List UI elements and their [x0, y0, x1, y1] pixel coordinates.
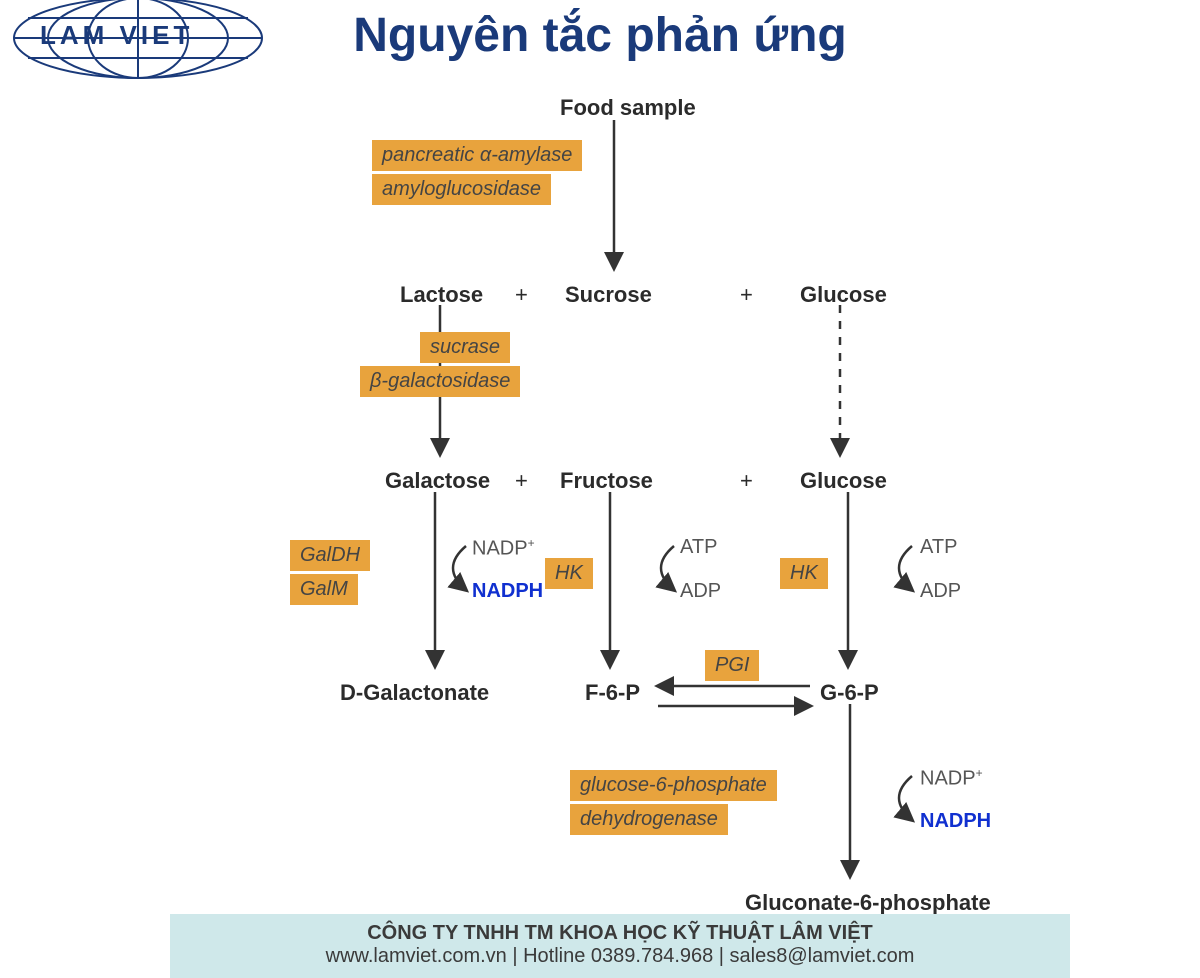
node-gluconate: Gluconate-6-phosphate: [745, 890, 991, 916]
enzyme-amylase1: pancreatic α-amylase: [372, 140, 582, 171]
node-glucose1: Glucose: [800, 282, 887, 308]
enzyme-amylase2: amyloglucosidase: [372, 174, 551, 205]
cofactor-adp2: ADP: [920, 580, 961, 603]
cofactor-nadp2: NADP+: [920, 766, 983, 791]
enzyme-bgal: β-galactosidase: [360, 366, 520, 397]
arrow-c2: [661, 546, 674, 590]
node-g6p: G-6-P: [820, 680, 879, 706]
arrow-c3: [899, 546, 912, 590]
cofactor-adp1: ADP: [680, 580, 721, 603]
enzyme-g6pdh2: dehydrogenase: [570, 804, 728, 835]
arrow-c1: [453, 546, 466, 590]
node-dgalactonate: D-Galactonate: [340, 680, 489, 706]
node-lactose: Lactose: [400, 282, 483, 308]
cofactor-nadph1: NADPH: [472, 580, 543, 603]
node-food: Food sample: [560, 95, 696, 121]
enzyme-hk2: HK: [780, 558, 828, 589]
node-sucrose: Sucrose: [565, 282, 652, 308]
node-fructose: Fructose: [560, 468, 653, 494]
node-galactose: Galactose: [385, 468, 490, 494]
enzyme-sucrase: sucrase: [420, 332, 510, 363]
enzyme-galm: GalM: [290, 574, 358, 605]
cofactor-nadph2: NADPH: [920, 810, 991, 833]
plus-0: +: [515, 282, 528, 308]
enzyme-pgi: PGI: [705, 650, 759, 681]
plus-3: +: [740, 468, 753, 494]
page-title: Nguyên tắc phản ứng: [0, 8, 1200, 63]
cofactor-atp1: ATP: [680, 536, 717, 559]
cofactor-atp2: ATP: [920, 536, 957, 559]
arrow-c4: [899, 776, 912, 820]
plus-1: +: [740, 282, 753, 308]
page: LAM VIET Nguyên tắc phản ứng Food sample…: [0, 0, 1200, 978]
plus-2: +: [515, 468, 528, 494]
footer: CÔNG TY TNHH TM KHOA HỌC KỸ THUẬT LÂM VI…: [170, 914, 1070, 978]
footer-company: CÔNG TY TNHH TM KHOA HỌC KỸ THUẬT LÂM VI…: [170, 922, 1070, 945]
enzyme-galdh: GalDH: [290, 540, 370, 571]
cofactor-nadp1: NADP+: [472, 536, 535, 561]
enzyme-hk1: HK: [545, 558, 593, 589]
node-f6p: F-6-P: [585, 680, 640, 706]
enzyme-g6pdh1: glucose-6-phosphate: [570, 770, 777, 801]
node-glucose2: Glucose: [800, 468, 887, 494]
footer-contact: www.lamviet.com.vn | Hotline 0389.784.96…: [170, 945, 1070, 968]
